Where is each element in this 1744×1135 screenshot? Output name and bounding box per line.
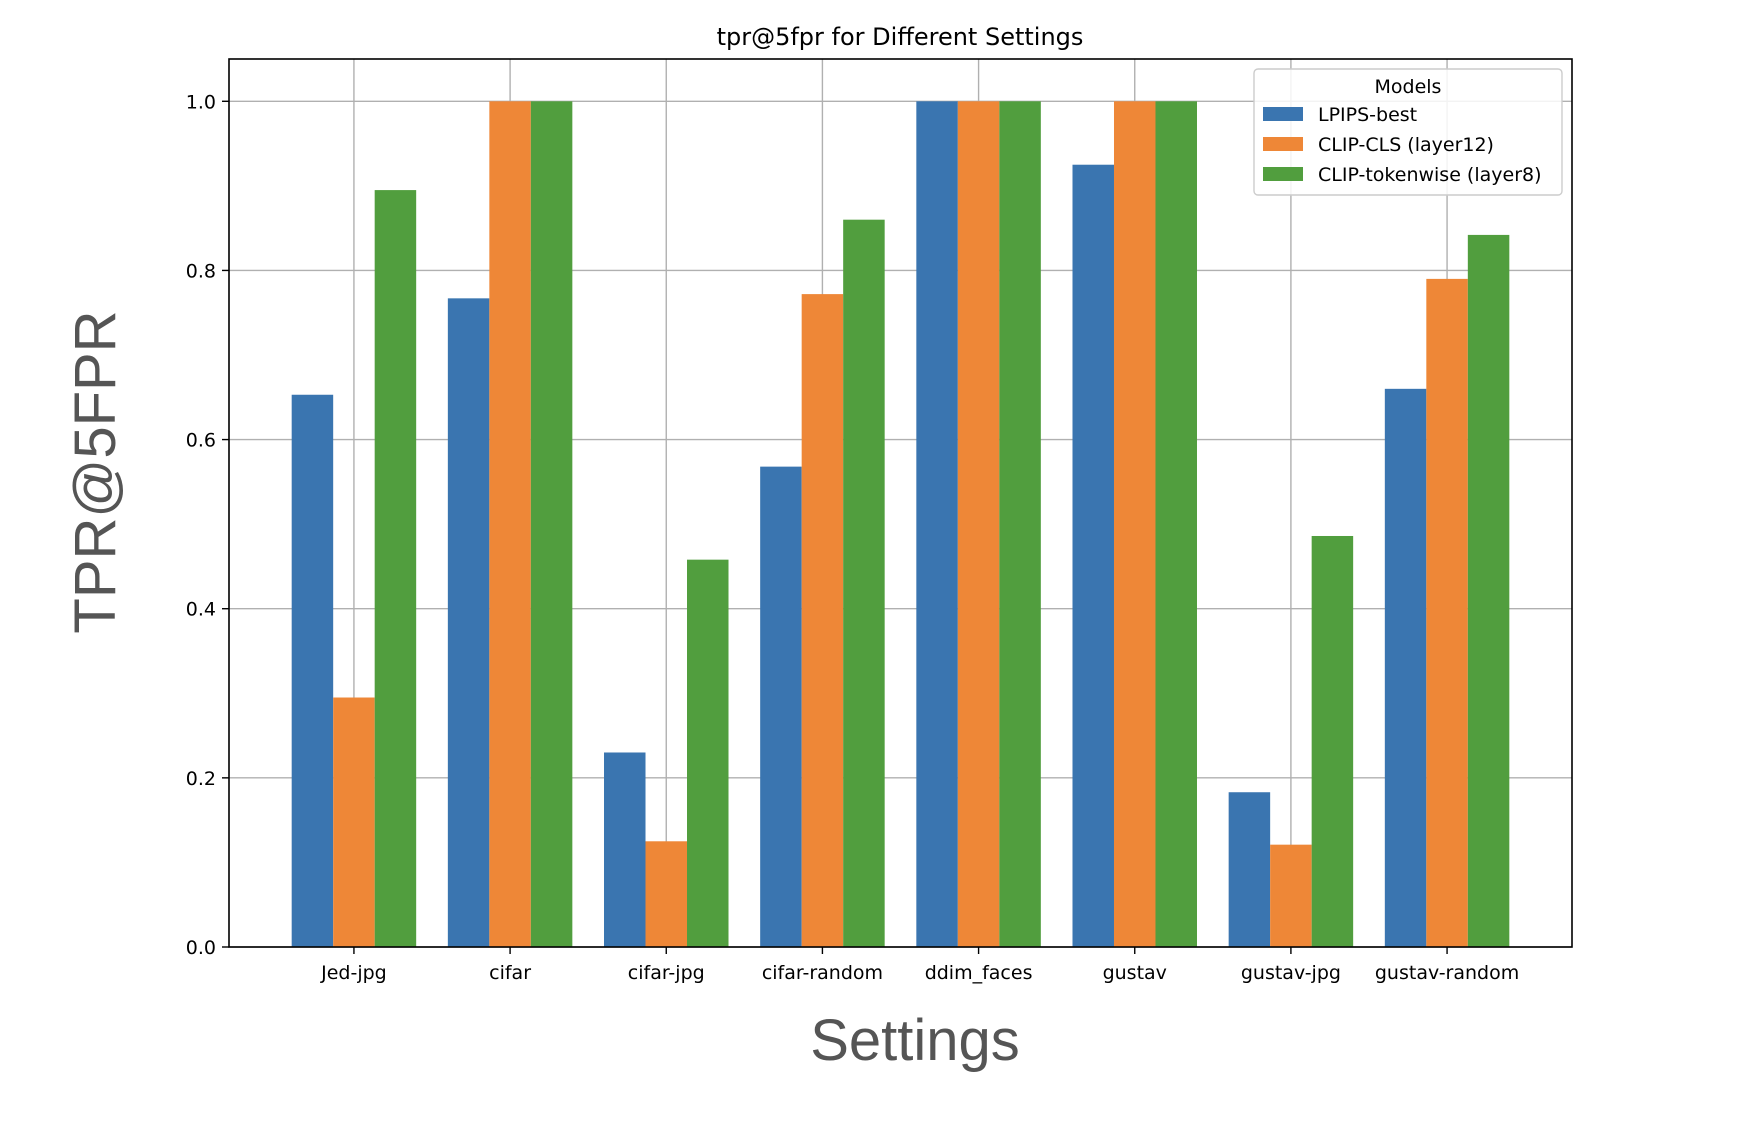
bar-series: [333, 101, 1468, 948]
x-tick-label: gustav-random: [1375, 962, 1519, 984]
y-axis-ticks: 0.0 0.2 0.4 0.6 0.8 1.0: [186, 91, 229, 959]
bar: [999, 101, 1041, 948]
y-tick-label: 0.0: [186, 937, 216, 959]
bar: [530, 101, 573, 948]
plot-frame: [228, 58, 1573, 948]
bar: [1311, 535, 1354, 947]
x-tick-label: cifar: [489, 962, 531, 984]
bar: [1113, 101, 1156, 948]
bar: [1467, 234, 1510, 947]
x-axis-ticks: Jed-jpg cifar cifar-jpg cifar-random ddim_fa…: [320, 947, 1519, 984]
chart-title: tpr@5fpr for Different Settings: [717, 23, 1084, 51]
bar: [291, 394, 334, 948]
bar: [333, 697, 375, 947]
y-tick-label: 0.6: [186, 430, 216, 452]
x-tick-label: cifar-random: [762, 962, 883, 984]
bar: [843, 219, 885, 947]
legend-box: [1253, 68, 1563, 196]
y-tick-label: 0.2: [186, 768, 216, 790]
legend-title: Models: [1375, 76, 1442, 98]
y-tick-label: 1.0: [186, 91, 216, 113]
bars: [291, 101, 1510, 948]
x-tick-label: cifar-jpg: [628, 962, 705, 984]
x-tick-label: ddim_faces: [925, 962, 1033, 984]
legend: Models LPIPS-best CLIP-CLS (layer12) CLIP-…: [1253, 68, 1563, 196]
bar: [374, 190, 417, 948]
legend-label: CLIP-CLS (layer12): [1318, 134, 1494, 156]
x-tick-label: gustav-jpg: [1241, 962, 1341, 984]
bar: [687, 559, 729, 947]
legend-swatch: [1263, 107, 1303, 121]
bar: [1228, 792, 1271, 947]
bar-series: [291, 101, 1427, 948]
bar: [447, 298, 490, 947]
bar: [957, 101, 1000, 948]
bar: [489, 101, 531, 948]
bar: [1072, 164, 1114, 947]
bar: [604, 752, 646, 947]
y-tick-label: 0.8: [186, 260, 216, 282]
legend-swatch: [1263, 167, 1303, 181]
legend-swatch: [1263, 137, 1303, 151]
bar-series: [374, 101, 1510, 948]
bar: [1384, 388, 1427, 947]
legend-label: LPIPS-best: [1318, 104, 1417, 126]
bar: [1270, 844, 1312, 947]
y-axis-label: TPR@5FPR: [63, 310, 128, 633]
bar: [916, 101, 958, 948]
x-axis-label: Settings: [810, 1008, 1020, 1073]
bar: [760, 466, 802, 947]
x-tick-label: gustav: [1103, 962, 1167, 984]
bar: [645, 841, 688, 947]
bar: [1155, 101, 1197, 948]
x-tick-label: Jed-jpg: [320, 962, 387, 984]
bar: [801, 294, 844, 947]
bar: [1426, 278, 1468, 947]
legend-label: CLIP-tokenwise (layer8): [1318, 164, 1542, 186]
y-tick-label: 0.4: [186, 599, 216, 621]
legend-entries: LPIPS-best CLIP-CLS (layer12) CLIP-tokenwi…: [1263, 104, 1542, 186]
